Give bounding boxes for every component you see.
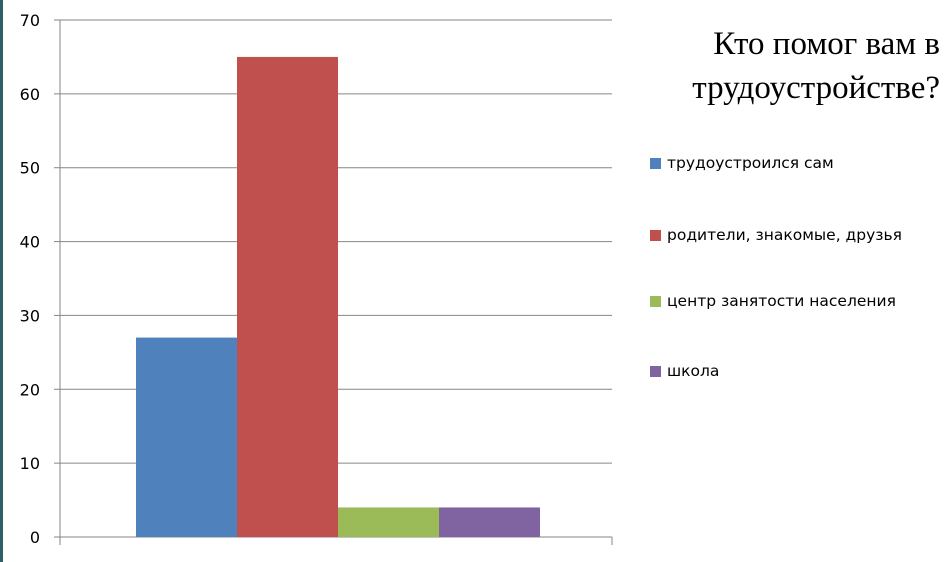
legend-swatch	[650, 295, 661, 307]
window-frame-edge	[0, 0, 3, 562]
legend-label: трудоустроился сам	[667, 154, 834, 172]
y-tick-label: 60	[20, 85, 40, 104]
y-tick-label: 30	[20, 306, 40, 325]
legend-label: родители, знакомые, друзья	[667, 226, 902, 244]
bar-3	[338, 507, 439, 537]
y-tick-label: 20	[20, 380, 40, 399]
y-tick-label: 50	[20, 159, 40, 178]
y-tick-label: 0	[30, 528, 40, 547]
legend-item: центр занятости населения	[650, 292, 896, 310]
legend-swatch	[650, 229, 661, 241]
bar-1	[136, 337, 237, 537]
legend-item: трудоустроился сам	[650, 154, 834, 172]
bar-4	[439, 507, 540, 537]
legend-item: родители, знакомые, друзья	[650, 226, 902, 244]
y-tick-label: 70	[20, 11, 40, 30]
bar-2	[237, 56, 338, 538]
y-tick-label: 10	[20, 454, 40, 473]
legend-label: школа	[667, 362, 720, 380]
chart-title: Кто помог вам в трудоустройстве?	[692, 26, 940, 106]
legend-item: школа	[650, 362, 719, 380]
legend-label: центр занятости населения	[667, 292, 896, 310]
chart-legend: трудоустроился сам родители, знакомые, др…	[650, 0, 948, 562]
y-tick-label: 40	[20, 233, 40, 252]
legend-swatch	[650, 157, 661, 169]
legend-swatch	[650, 365, 661, 377]
